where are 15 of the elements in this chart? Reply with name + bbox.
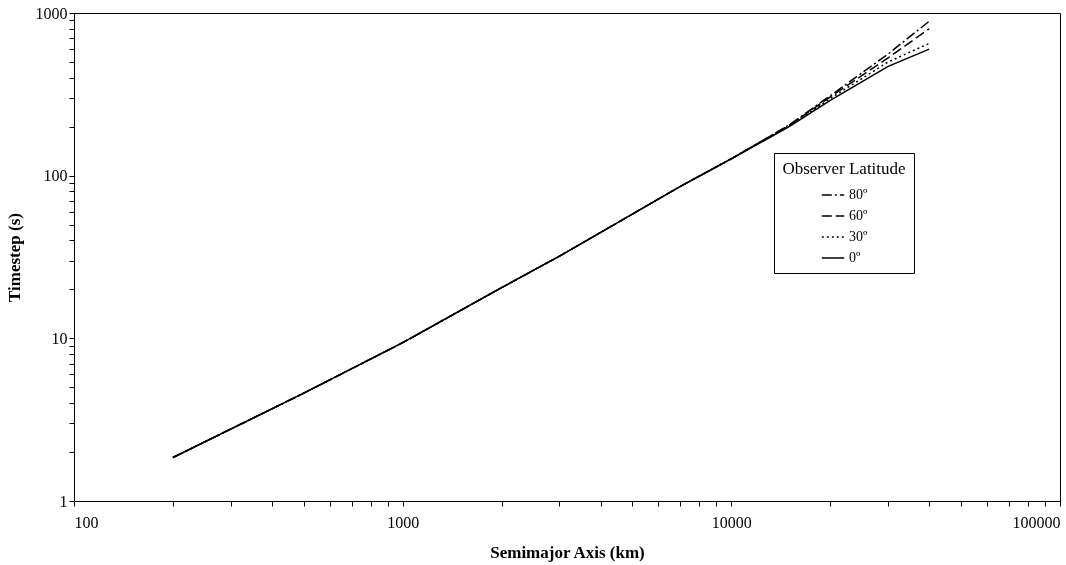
legend-title: Observer Latitude (782, 159, 906, 178)
y-tick-label: 1000 (35, 4, 68, 22)
legend-label: 0º (849, 250, 861, 265)
y-tick-label: 100 (43, 167, 68, 185)
legend-label: 80º (849, 187, 868, 202)
y-tick-label: 10 (51, 329, 68, 347)
x-tick-label: 10000 (711, 513, 752, 531)
x-tick-label: 1000 (387, 513, 420, 531)
x-tick-label: 100 (74, 513, 99, 531)
legend-label: 60º (849, 208, 868, 223)
x-tick-label: 100000 (1012, 513, 1061, 531)
legend-label: 30º (849, 229, 868, 244)
y-tick-label: 1 (59, 492, 68, 510)
x-axis-title: Semimajor Axis (km) (490, 542, 645, 562)
y-axis-title: Timestep (s) (4, 213, 24, 302)
